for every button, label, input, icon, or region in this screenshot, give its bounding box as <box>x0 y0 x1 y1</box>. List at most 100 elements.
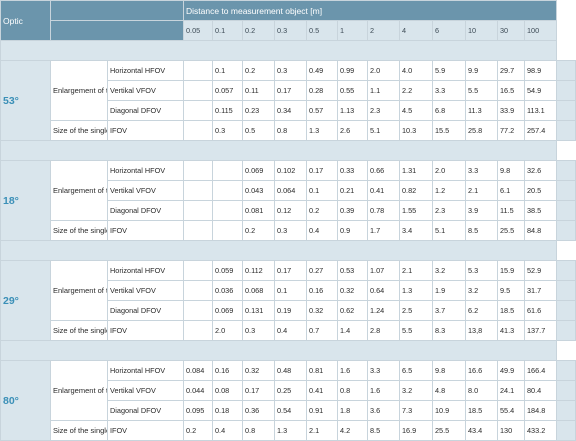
table-cell <box>183 260 213 281</box>
table-cell: 0.1 <box>306 180 338 201</box>
metric-label-dfov: Diagonal DFOV <box>107 300 184 321</box>
table-cell: 2.0 <box>212 320 243 341</box>
distance-value: 100 <box>523 20 558 41</box>
table-cell: 0.4 <box>274 320 307 341</box>
table-cell: 0.043 <box>242 180 275 201</box>
table-cell: 13,8 <box>465 320 498 341</box>
table-cell: 0.064 <box>274 180 307 201</box>
table-cell: 1.1 <box>367 80 400 101</box>
table-cell: 29.7 <box>497 60 525 81</box>
table-cell: 1.9 <box>432 280 466 301</box>
metric-label-hfov: Horizontal HFOV <box>107 160 184 181</box>
table-cell: 11.5 <box>497 200 525 221</box>
row-tail <box>556 180 576 201</box>
table-cell: 0.069 <box>212 300 243 321</box>
table-cell: 2.1 <box>399 260 433 281</box>
table-cell: 257.4 <box>523 120 558 141</box>
separator-cell <box>0 240 558 261</box>
table-cell <box>183 280 213 301</box>
metric-label-dfov: Diagonal DFOV <box>107 400 184 421</box>
table-cell: 25.8 <box>465 120 498 141</box>
table-cell: 3.3 <box>465 160 498 181</box>
row-tail <box>556 220 576 241</box>
distance-value: 30 <box>497 20 525 41</box>
metric-label-hfov: Horizontal HFOV <box>107 260 184 281</box>
pixel-size-label: Size of the single pixel [mm] <box>50 120 108 141</box>
table-cell: 3.9 <box>465 200 498 221</box>
table-cell: 31.7 <box>523 280 558 301</box>
table-cell: 33.9 <box>497 100 525 121</box>
table-cell: 2.1 <box>465 180 498 201</box>
table-cell: 0.8 <box>337 380 368 401</box>
table-cell: 1.7 <box>367 220 400 241</box>
table-cell: 5.5 <box>399 320 433 341</box>
table-cell: 0.057 <box>212 80 243 101</box>
table-cell: 0.7 <box>306 320 338 341</box>
table-cell: 3.4 <box>399 220 433 241</box>
table-cell: 43.4 <box>465 420 498 441</box>
separator-cell <box>0 40 558 61</box>
distance-value: 0.2 <box>242 20 275 41</box>
header-row: Optic Distance to measurement object [m] <box>0 0 576 41</box>
table-cell <box>212 180 243 201</box>
table-row: Diagonal DFOV 0.095 0.18 0.36 0.54 0.91 1.8 3.6… <box>1 400 576 421</box>
table-cell <box>183 200 213 221</box>
table-cell: 0.044 <box>183 380 213 401</box>
table-cell: 61.6 <box>523 300 558 321</box>
table-cell: 16.9 <box>399 420 433 441</box>
table-cell: 0.62 <box>337 300 368 321</box>
row-tail <box>556 80 576 101</box>
row-tail <box>556 380 576 401</box>
table-cell: 2.8 <box>367 320 400 341</box>
table-cell: 0.12 <box>274 200 307 221</box>
table-cell: 84.8 <box>523 220 558 241</box>
table-cell: 20.5 <box>523 180 558 201</box>
table-cell: 0.2 <box>242 220 275 241</box>
table-cell: 0.4 <box>212 420 243 441</box>
metric-label-hfov: Horizontal HFOV <box>107 360 184 381</box>
metric-label-hfov: Horizontal HFOV <box>107 60 184 81</box>
table-cell: 25.5 <box>432 420 466 441</box>
table-cell: 5.3 <box>465 260 498 281</box>
table-cell: 0.99 <box>337 60 368 81</box>
row-tail <box>556 100 576 121</box>
table-cell: 52.9 <box>523 260 558 281</box>
table-cell <box>212 200 243 221</box>
table-cell: 1.3 <box>306 120 338 141</box>
table-cell: 0.102 <box>274 160 307 181</box>
table-cell: 0.17 <box>242 380 275 401</box>
table-cell: 0.66 <box>367 160 400 181</box>
enlargement-label: Enlargement of total measuring field at … <box>50 360 108 421</box>
table-cell: 15.5 <box>432 120 466 141</box>
table-cell: 1.13 <box>337 100 368 121</box>
table-cell: 0.08 <box>212 380 243 401</box>
metric-label-ifov: IFOV <box>107 220 184 241</box>
table-cell: 0.036 <box>212 280 243 301</box>
separator-cell <box>0 140 558 161</box>
table-cell: 0.49 <box>306 60 338 81</box>
table-cell <box>183 180 213 201</box>
table-cell: 0.39 <box>337 200 368 221</box>
table-row: Vertikal VFOV 0.043 0.064 0.1 0.21 0.41 0.82 1.… <box>1 180 576 201</box>
table-cell: 1.3 <box>274 420 307 441</box>
table-cell: 11.3 <box>465 100 498 121</box>
table-cell: 0.081 <box>242 200 275 221</box>
distance-value: 2 <box>367 20 400 41</box>
table-cell: 32.6 <box>523 160 558 181</box>
distance-row: 0.05 0.1 0.2 0.3 0.5 1 2 4 6 10 30 100 <box>1 20 576 41</box>
table-cell: 0.115 <box>212 100 243 121</box>
table-cell: 2.6 <box>337 120 368 141</box>
table-cell: 0.82 <box>399 180 433 201</box>
row-tail <box>556 300 576 321</box>
row-tail <box>556 420 576 441</box>
table-cell: 77.2 <box>497 120 525 141</box>
table-row: Vertikal VFOV 0.036 0.068 0.1 0.16 0.32 0.64 1.… <box>1 280 576 301</box>
table-cell <box>183 320 213 341</box>
table-cell: 433.2 <box>523 420 558 441</box>
table-cell: 0.28 <box>306 80 338 101</box>
table-cell: 9.9 <box>465 60 498 81</box>
table-cell: 8.5 <box>367 420 400 441</box>
table-cell: 3.6 <box>367 400 400 421</box>
row-tail <box>556 320 576 341</box>
